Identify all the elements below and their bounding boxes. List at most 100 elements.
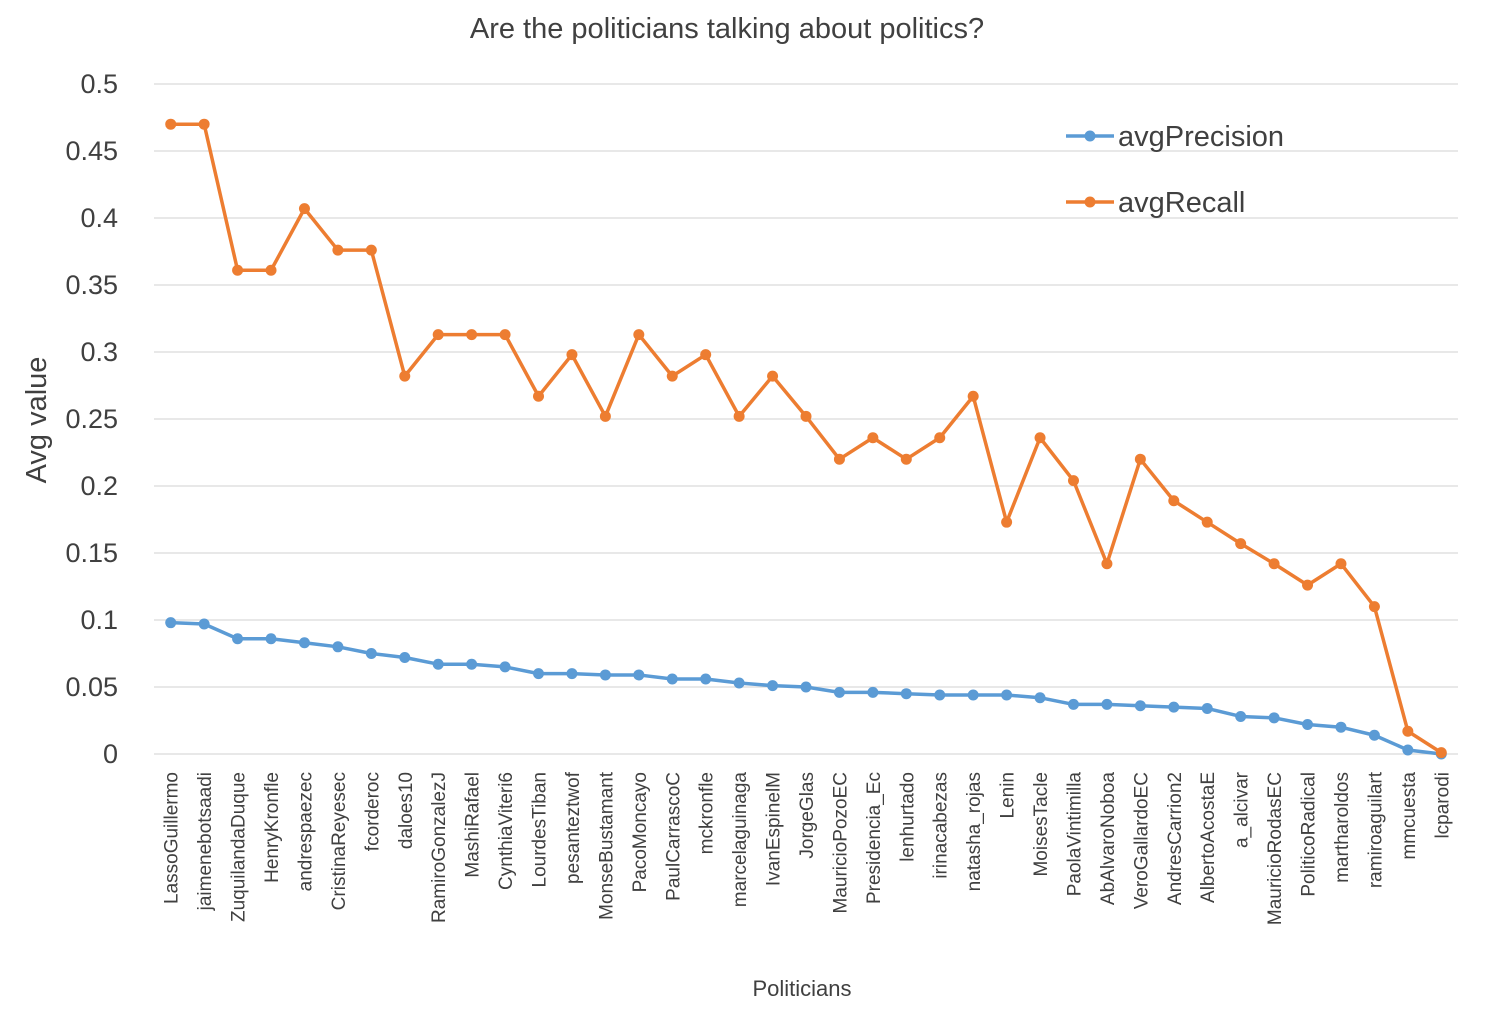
x-tick-label: JorgeGlas [797,772,818,859]
avgRecall-point [633,329,645,341]
avgPrecision-point [867,686,879,698]
x-axis-ticks: LassoGuillermo jaimenebotsaadi ZuquilandaD… [162,771,1454,925]
avgRecall-point [900,453,912,465]
avgPrecision-point [1302,719,1314,731]
avgPrecision-point [432,658,444,670]
chart-title: Are the politicians talking about politi… [470,13,984,45]
avgPrecision-point [1368,729,1380,741]
avgPrecision-point [633,669,645,681]
y-tick-label: 0.05 [65,672,118,702]
avgRecall-point [1034,432,1046,444]
x-tick-label: mckronfle [697,772,718,854]
avgRecall-point [767,370,779,382]
avgPrecision-point [800,681,812,693]
avgRecall-point [867,432,879,444]
series-avgRecall [165,118,1447,759]
legend-label: avgPrecision [1118,121,1284,153]
avgRecall-point [1435,747,1447,759]
y-axis-ticks: 0 0.05 0.1 0.15 0.2 0.25 0.3 0.35 0.4 0.45 0.5 [65,69,118,769]
avgPrecision-point [733,677,745,689]
x-tick-label: IvanEspinelM [764,772,785,886]
x-tick-label: CynthiaViteri6 [496,772,517,890]
avgRecall-point [666,370,678,382]
avgPrecision-point [1001,689,1013,701]
x-tick-label: LassoGuillermo [162,772,183,904]
avgRecall-point [1067,475,1079,487]
avgRecall-point [1001,516,1013,528]
avgRecall-point [466,329,478,341]
avgRecall-point [1268,558,1280,570]
x-tick-label: ZuquilandaDuque [229,772,250,922]
y-tick-label: 0.15 [65,538,118,568]
avgRecall-point [232,264,244,276]
avgRecall-point [934,432,946,444]
avgRecall-point [967,390,979,402]
x-tick-label: PaulCarrascoC [663,772,684,901]
avgRecall-point [399,370,411,382]
avgRecall-point [1101,558,1113,570]
avgRecall-point [1134,453,1146,465]
avgPrecision-point [332,641,344,653]
y-tick-label: 0.4 [80,203,118,233]
legend-label: avgRecall [1118,187,1245,219]
avgRecall-point [332,244,344,256]
avgPrecision-point [533,668,545,680]
avgPrecision-point [198,618,210,630]
avgPrecision-point [1168,701,1180,713]
x-tick-label: andrespaezec [295,772,316,891]
avgPrecision-point [767,680,779,692]
x-tick-label: PaolaVintimilla [1064,772,1085,897]
y-tick-label: 0.5 [80,69,118,99]
legend: avgPrecision avgRecall [1066,121,1284,219]
avgRecall-point [432,329,444,341]
avgPrecision-point [1134,700,1146,712]
avgRecall-point [833,453,845,465]
avgRecall-point [1335,558,1347,570]
avgRecall-point [533,390,545,402]
avgRecall-point [165,118,177,130]
y-tick-label: 0.35 [65,270,118,300]
x-tick-label: jaimenebotsaadi [195,772,216,911]
x-tick-label: VeroGallardoEC [1131,772,1152,909]
avgPrecision-point [232,633,244,645]
x-tick-label: MauricioRodasEC [1265,772,1286,925]
y-tick-label: 0.45 [65,136,118,166]
legend-item-avgPrecision: avgPrecision [1066,121,1284,153]
x-tick-label: PacoMoncayo [630,772,651,892]
y-tick-label: 0 [103,739,118,769]
avgRecall-point [1201,516,1213,528]
y-tick-label: 0.1 [80,605,118,635]
avgPrecision-point [499,661,511,673]
avgRecall-point [733,410,745,422]
x-tick-label: Presidencia_Ec [864,772,885,904]
x-tick-label: irinacabezas [931,772,952,879]
avgRecall-point [800,410,812,422]
avgRecall-point [700,349,712,361]
avgRecall-point [499,329,511,341]
x-tick-label: MonseBustamant [596,771,617,920]
legend-marker [1084,130,1096,142]
x-tick-label: RamiroGonzalezJ [429,772,450,923]
avgPrecision-point [1235,710,1247,722]
x-tick-label: PoliticoRadical [1299,772,1320,897]
avgPrecision-point [165,617,177,629]
avgPrecision-point [466,658,478,670]
series-lines [165,118,1447,760]
avgPrecision-point [666,673,678,685]
avgRecall-point [198,118,210,130]
avgRecall-point [1168,495,1180,507]
x-tick-label: HenryKronfle [262,772,283,883]
x-tick-label: natasha_rojas [964,772,985,891]
avgPrecision-point [833,686,845,698]
avgPrecision-point [599,669,611,681]
avgPrecision-point [1034,692,1046,704]
x-tick-label: a_alcivar [1232,771,1253,848]
x-tick-label: martharoldos [1332,772,1353,883]
avgRecall-point [1402,725,1414,737]
avgPrecision-point [1335,721,1347,733]
y-axis-title: Avg value [21,357,53,484]
avgRecall-point [1235,538,1247,550]
x-axis-title: Politicians [752,976,851,1001]
legend-item-avgRecall: avgRecall [1066,187,1245,219]
